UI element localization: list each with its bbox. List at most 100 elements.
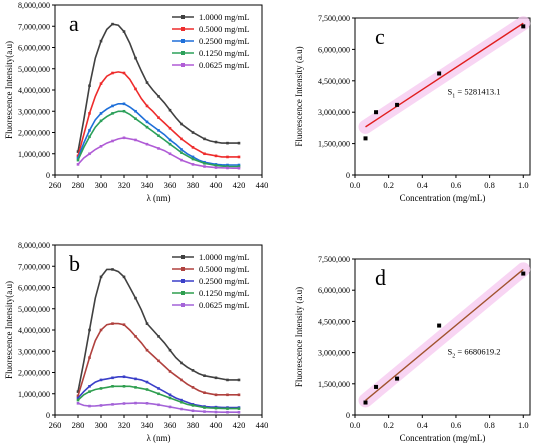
y-tick-label: 0 (46, 171, 50, 180)
series-marker (88, 152, 91, 156)
x-tick-label: 340 (141, 420, 154, 430)
series-marker (134, 377, 137, 381)
series-marker (203, 137, 206, 141)
series-marker (134, 87, 137, 91)
legend-marker (181, 51, 185, 55)
series-marker (111, 268, 114, 271)
series-marker (99, 387, 103, 390)
series-marker (214, 410, 218, 414)
series-marker (99, 119, 103, 123)
panel-letter-a: a (69, 11, 79, 36)
y-tick-label: 5,000,000 (18, 65, 50, 74)
x-tick-label: 280 (72, 180, 85, 190)
series-marker (203, 391, 206, 394)
data-point (395, 102, 400, 107)
x-axis-label: Concentration (mg/mL) (400, 193, 486, 203)
series-marker (191, 163, 195, 166)
series-marker (145, 402, 149, 405)
series-marker (237, 410, 241, 414)
slope-annotation: S1 = 5281413.1 (448, 86, 501, 99)
series-marker (157, 387, 160, 390)
series-marker (99, 275, 103, 279)
series-marker (191, 404, 195, 407)
panel-a: 260 280 300 320 340 360 380 400 420 440 0 1,000,000… (4, 1, 268, 203)
series-marker (180, 158, 183, 162)
series-marker (214, 166, 218, 169)
y-tick-label: 0 (346, 411, 350, 420)
series-marker (157, 129, 160, 132)
x-tick-label: 320 (118, 180, 131, 190)
series-marker (237, 407, 241, 410)
series-marker (226, 410, 229, 414)
series-marker (111, 322, 114, 325)
y-tick-label: 7,000,000 (18, 262, 50, 271)
series-marker (76, 150, 80, 153)
y-tick-label: 0 (46, 411, 50, 420)
x-tick-label: 300 (95, 420, 108, 430)
x-tick-label: 380 (187, 420, 200, 430)
series-marker (203, 162, 206, 165)
y-tick-label: 4,000,000 (18, 326, 50, 335)
series-marker (157, 95, 160, 98)
series-marker (88, 84, 91, 88)
series-marker (88, 328, 91, 332)
series-marker (180, 122, 183, 126)
legend-marker (181, 255, 185, 259)
y-tick-label: 7,000,000 (18, 22, 50, 31)
x-tick-label: 0.0 (350, 180, 361, 190)
series-marker (226, 378, 229, 382)
series-marker (111, 139, 114, 143)
legend-marker (181, 267, 185, 271)
series-marker (145, 348, 149, 352)
y-axis-label: Fluorescence Intensity (a.u) (294, 287, 304, 387)
series-marker (111, 104, 114, 108)
series-marker (76, 394, 80, 398)
y-tick-label: 6,000,000 (18, 44, 50, 53)
series-marker (122, 102, 126, 106)
x-tick-label: 420 (233, 180, 246, 190)
x-tick-label: 300 (95, 180, 108, 190)
y-tick-label: 4,500,000 (318, 77, 350, 86)
legend-label: 0.2500 mg/mL (199, 276, 250, 286)
series-marker (145, 81, 149, 84)
series-marker (191, 386, 195, 389)
x-tick-label: 0.8 (484, 180, 495, 190)
plot-frame (354, 258, 531, 416)
series-marker (203, 152, 206, 156)
x-tick-label: 0.4 (417, 180, 428, 190)
series-marker (191, 157, 195, 161)
y-tick-label: 1,000,000 (18, 390, 50, 399)
series-marker (168, 142, 172, 146)
series-marker (168, 405, 172, 409)
x-tick-label: 400 (210, 180, 223, 190)
panel-d: 0.0 0.2 0.4 0.6 0.8 1.0 0 1,500,000 3,000,000 4,5… (294, 255, 531, 443)
y-tick-label: 1,500,000 (318, 140, 350, 149)
x-tick-label: 280 (72, 420, 85, 430)
series-marker (226, 393, 229, 397)
series-marker (122, 71, 126, 75)
series-marker (76, 402, 80, 405)
y-tick-label: 3,000,000 (318, 108, 350, 117)
series-marker (168, 393, 172, 397)
plot-frame (354, 17, 531, 176)
series-marker (122, 275, 126, 279)
series-marker (237, 166, 241, 170)
series-marker (168, 370, 172, 373)
y-tick-label: 4,500,000 (318, 317, 350, 326)
x-tick-label: 420 (233, 420, 246, 430)
series-marker (157, 116, 160, 119)
slope-annotation: S2 = 6680619.2 (448, 347, 501, 360)
y-tick-label: 4,000,000 (18, 86, 50, 95)
y-tick-label: 1,500,000 (318, 380, 350, 389)
series-marker (134, 296, 137, 300)
series-marker (237, 163, 241, 167)
series-marker (111, 71, 114, 75)
series-marker (226, 163, 229, 167)
series-marker (134, 117, 137, 120)
series-marker (168, 396, 172, 400)
y-tick-label: 6,000,000 (18, 284, 50, 293)
data-point (374, 384, 379, 389)
legend-label: 0.5000 mg/mL (199, 264, 250, 274)
series-marker (180, 361, 183, 365)
